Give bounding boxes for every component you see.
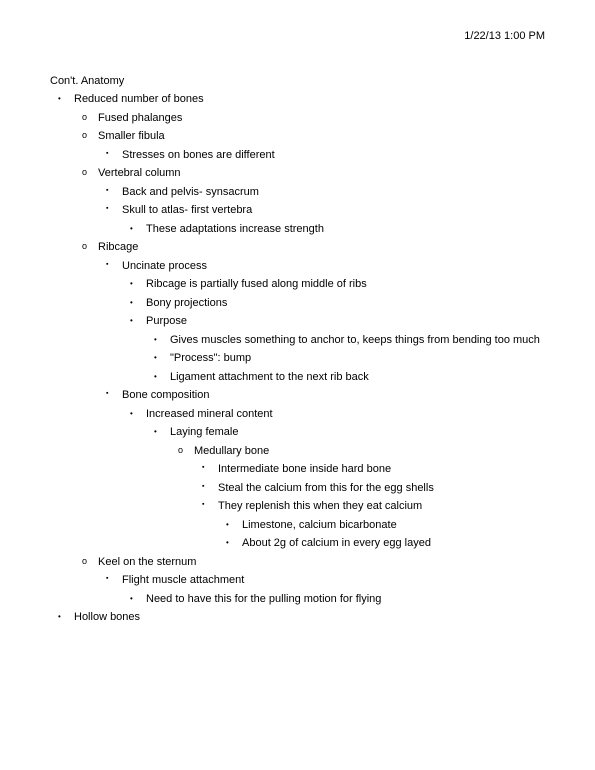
- text: About 2g of calcium in every egg layed: [242, 537, 431, 549]
- list-item: About 2g of calcium in every egg layed: [218, 535, 545, 552]
- text: Fused phalanges: [98, 112, 182, 124]
- list-item: Uncinate process Ribcage is partially fu…: [98, 258, 545, 386]
- text: These adaptations increase strength: [146, 223, 324, 235]
- text: Ribcage is partially fused along middle …: [146, 278, 367, 290]
- list-item: Ribcage Uncinate process Ribcage is part…: [74, 239, 545, 552]
- text: Laying female: [170, 426, 239, 438]
- list-item: These adaptations increase strength: [122, 221, 545, 238]
- list-item: Reduced number of bones Fused phalanges …: [50, 91, 545, 607]
- text: Skull to atlas- first vertebra: [122, 204, 252, 216]
- text: Vertebral column: [98, 167, 181, 179]
- datetime: 1/22/13 1:00 PM: [50, 28, 545, 45]
- text: Ligament attachment to the next rib back: [170, 371, 369, 383]
- text: Limestone, calcium bicarbonate: [242, 519, 397, 531]
- list-item: Ligament attachment to the next rib back: [146, 369, 545, 386]
- text: Reduced number of bones: [74, 93, 204, 105]
- document-body: Con't. Anatomy Reduced number of bones F…: [50, 73, 545, 626]
- text: Uncinate process: [122, 260, 207, 272]
- list-item: "Process": bump: [146, 350, 545, 367]
- list-item: Laying female Medullary bone Intermediat…: [146, 424, 545, 552]
- list-item: Fused phalanges: [74, 110, 545, 127]
- text: Intermediate bone inside hard bone: [218, 463, 391, 475]
- list-item: They replenish this when they eat calciu…: [194, 498, 545, 552]
- text: Hollow bones: [74, 611, 140, 623]
- text: Increased mineral content: [146, 408, 273, 420]
- list-item: Flight muscle attachment Need to have th…: [98, 572, 545, 607]
- list-item: Limestone, calcium bicarbonate: [218, 517, 545, 534]
- text: Ribcage: [98, 241, 138, 253]
- text: Smaller fibula: [98, 130, 165, 142]
- text: Need to have this for the pulling motion…: [146, 593, 381, 605]
- text: Bony projections: [146, 297, 227, 309]
- list-item: Ribcage is partially fused along middle …: [122, 276, 545, 293]
- list-item: Bony projections: [122, 295, 545, 312]
- list-item: Skull to atlas- first vertebra These ada…: [98, 202, 545, 237]
- list-item: Hollow bones: [50, 609, 545, 626]
- text: Keel on the sternum: [98, 556, 196, 568]
- list-item: Need to have this for the pulling motion…: [122, 591, 545, 608]
- text: Flight muscle attachment: [122, 574, 244, 586]
- list-item: Vertebral column Back and pelvis- synsac…: [74, 165, 545, 237]
- text: Stresses on bones are different: [122, 149, 275, 161]
- list-item: Increased mineral content Laying female …: [122, 406, 545, 552]
- list-item: Intermediate bone inside hard bone: [194, 461, 545, 478]
- list-item: Gives muscles something to anchor to, ke…: [146, 332, 545, 349]
- list-item: Smaller fibula Stresses on bones are dif…: [74, 128, 545, 163]
- document-page: 1/22/13 1:00 PM Con't. Anatomy Reduced n…: [0, 0, 595, 648]
- text: Back and pelvis- synsacrum: [122, 186, 259, 198]
- list-item: Stresses on bones are different: [98, 147, 545, 164]
- list-item: Keel on the sternum Flight muscle attach…: [74, 554, 545, 608]
- text: They replenish this when they eat calciu…: [218, 500, 422, 512]
- list-item: Bone composition Increased mineral conte…: [98, 387, 545, 552]
- text: Medullary bone: [194, 445, 269, 457]
- list-item: Medullary bone Intermediate bone inside …: [170, 443, 545, 552]
- list-item: Purpose Gives muscles something to ancho…: [122, 313, 545, 385]
- text: "Process": bump: [170, 352, 251, 364]
- list-item: Back and pelvis- synsacrum: [98, 184, 545, 201]
- text: Steal the calcium from this for the egg …: [218, 482, 434, 494]
- document-title: Con't. Anatomy: [50, 73, 545, 90]
- text: Purpose: [146, 315, 187, 327]
- text: Gives muscles something to anchor to, ke…: [170, 334, 540, 346]
- text: Bone composition: [122, 389, 209, 401]
- list-item: Steal the calcium from this for the egg …: [194, 480, 545, 497]
